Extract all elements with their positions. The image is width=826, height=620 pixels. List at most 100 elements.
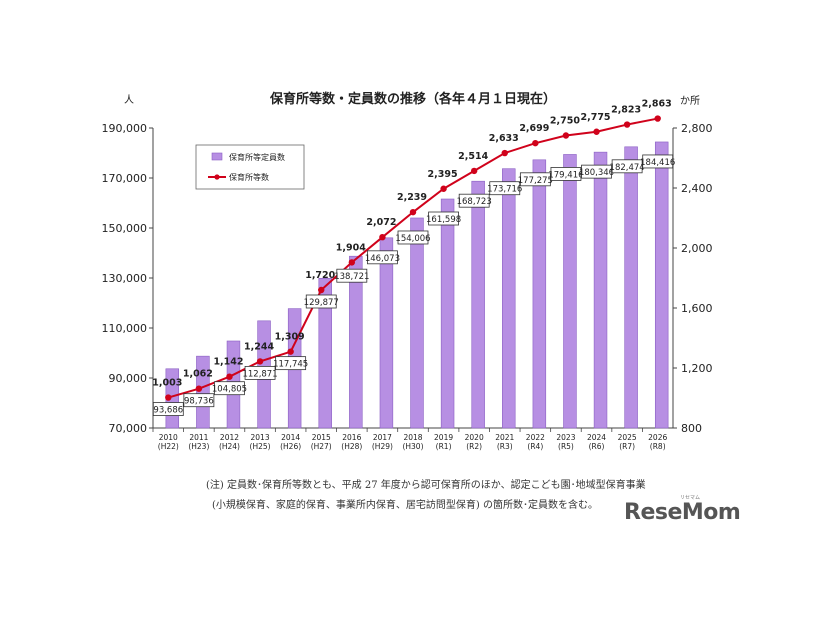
- left-tick-label: 150,000: [102, 222, 148, 235]
- line-point: [654, 115, 661, 122]
- x-tick-label: 2020: [465, 433, 484, 442]
- line-point: [226, 373, 233, 380]
- x-tick-sublabel: (R3): [497, 442, 513, 451]
- x-tick-label: 2012: [220, 433, 239, 442]
- left-tick-label: 110,000: [102, 322, 148, 335]
- bar-series: [165, 141, 669, 429]
- line-point: [470, 167, 478, 175]
- bar-data-label-box: [397, 230, 429, 245]
- line-point: [440, 185, 447, 192]
- bar-data-label: 146,073: [365, 254, 400, 264]
- right-tick-label: 1,600: [681, 302, 713, 315]
- x-tick-label: 2024: [587, 433, 606, 442]
- right-tick-label: 2,400: [681, 182, 713, 195]
- bar: [410, 217, 424, 429]
- bar: [654, 141, 669, 429]
- x-tick-label: 2014: [281, 433, 300, 442]
- line-point: [165, 394, 172, 401]
- line-point: [287, 348, 294, 355]
- bar-data-label: 104,805: [212, 385, 247, 395]
- line-point: [379, 234, 386, 241]
- line-point: [195, 385, 203, 392]
- line-data-label: 1,142: [213, 357, 243, 368]
- bar-data-label-box: [611, 159, 643, 174]
- line-point: [501, 149, 508, 157]
- line-point: [348, 259, 356, 266]
- bar: [502, 168, 516, 429]
- bar-data-label-box: [183, 393, 215, 408]
- bar-data-label-box: [275, 356, 307, 371]
- note-line-1: (注) 定員数･保育所等数とも、平成 27 年度から認可保育所のほか、認定こども…: [206, 480, 646, 491]
- right-tick-label: 800: [681, 422, 702, 435]
- x-tick-label: 2021: [495, 433, 514, 442]
- line-data-label: 2,395: [428, 169, 458, 180]
- x-tick-label: 2022: [526, 433, 545, 442]
- legend-line-label: 保育所等数: [229, 172, 269, 182]
- line-point: [318, 286, 325, 294]
- bar-data-label-box: [214, 381, 245, 396]
- right-tick-label: 2,000: [681, 242, 713, 255]
- chart-title: 保育所等数・定員数の推移（各年４月１日現在）: [269, 91, 556, 107]
- bar-data-label-box: [489, 181, 521, 196]
- x-tick-sublabel: (R6): [589, 442, 605, 451]
- bar-data-label: 129,877: [304, 298, 339, 308]
- x-tick-sublabel: (R8): [650, 442, 666, 451]
- x-tick-sublabel: (R7): [619, 442, 635, 451]
- line-data-label: 2,750: [550, 116, 580, 127]
- bar-data-label-box: [244, 365, 276, 380]
- x-tick-label: 2010: [159, 433, 178, 442]
- bar: [471, 180, 485, 429]
- x-tick-sublabel: (H30): [402, 442, 423, 451]
- bar-data-label-box: [367, 250, 398, 265]
- x-tick-label: 2016: [342, 433, 361, 442]
- x-tick-sublabel: (H24): [219, 442, 240, 451]
- bar-data-label: 168,723: [457, 197, 492, 207]
- left-tick-label: 90,000: [109, 372, 148, 385]
- line-data-label: 2,514: [458, 151, 488, 162]
- bar-data-label: 177,275: [518, 176, 553, 186]
- bar-data-label-box: [305, 294, 337, 309]
- bar: [440, 198, 455, 429]
- bar-data-label: 138,721: [334, 272, 369, 282]
- bar-data-label: 117,745: [273, 360, 308, 370]
- bar: [532, 159, 547, 429]
- line-point: [562, 132, 570, 139]
- right-tick-label: 2,800: [681, 122, 713, 135]
- bar-data-label-box: [336, 268, 368, 283]
- left-tick-label: 70,000: [109, 422, 148, 435]
- line-data-label: 1,309: [275, 332, 305, 343]
- legend-bar-label: 保育所等定員数: [229, 152, 285, 162]
- bar: [318, 278, 332, 429]
- x-tick-label: 2017: [373, 433, 392, 442]
- x-tick-label: 2018: [403, 433, 422, 442]
- bar-data-label: 180,346: [579, 168, 614, 178]
- line-data-label: 2,863: [642, 99, 672, 110]
- bar-data-label-box: [642, 154, 674, 169]
- bar-data-label-box: [519, 172, 551, 187]
- bar-data-label: 154,006: [395, 234, 430, 244]
- x-tick-label: 2025: [618, 433, 637, 442]
- x-tick-sublabel: (R4): [527, 442, 543, 451]
- line-point: [532, 139, 539, 147]
- bar-data-label-box: [428, 211, 459, 226]
- line-data-label: 2,775: [580, 112, 610, 123]
- line-data-label: 2,239: [397, 192, 427, 203]
- legend-line-marker: [214, 174, 220, 180]
- x-tick-sublabel: (R2): [466, 442, 482, 451]
- bar-data-label: 93,686: [153, 406, 183, 416]
- line-data-label: 1,003: [152, 378, 182, 389]
- chart-svg: 保育所等数・定員数の推移（各年４月１日現在） 人 か所 70,000 90,000…: [102, 91, 713, 451]
- x-tick-label: 2026: [648, 433, 667, 442]
- resemom-logo: ReseMom: [624, 500, 741, 525]
- x-tick-label: 2015: [312, 433, 331, 442]
- line-data-label: 2,072: [366, 217, 396, 228]
- line-data-label: 1,244: [244, 341, 274, 352]
- bar-data-label: 112,871: [242, 369, 277, 379]
- x-tick-label: 2023: [556, 433, 575, 442]
- line-point: [409, 208, 417, 216]
- left-tick-label: 170,000: [102, 172, 148, 185]
- x-tick-label: 2011: [189, 433, 208, 442]
- x-tick-sublabel: (H28): [341, 442, 362, 451]
- legend-bar-swatch: [211, 152, 223, 161]
